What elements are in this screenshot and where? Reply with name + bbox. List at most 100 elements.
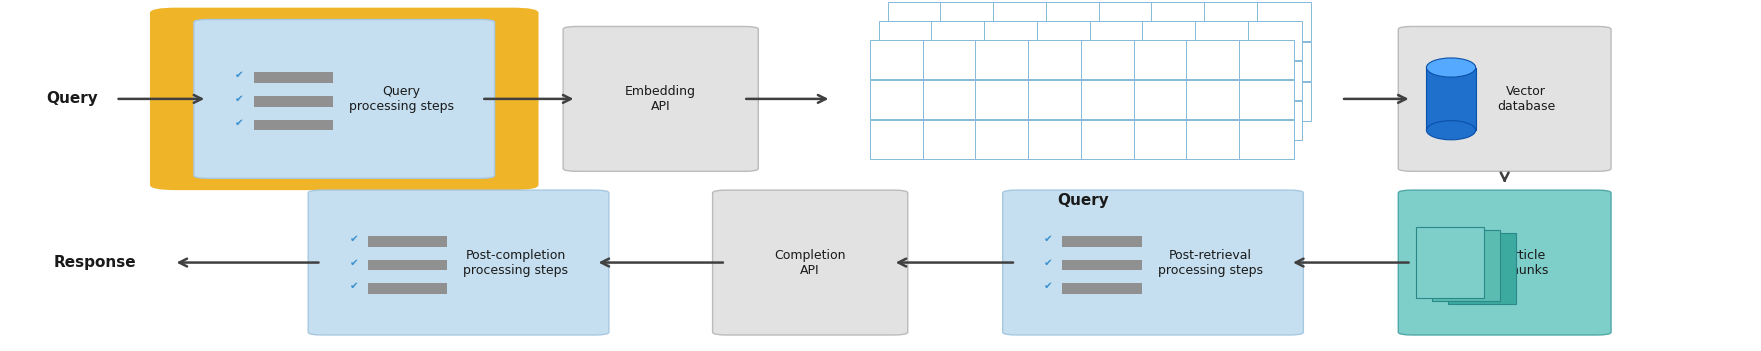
FancyBboxPatch shape bbox=[879, 61, 933, 100]
Text: ✔: ✔ bbox=[349, 281, 357, 291]
Text: 0.2: 0.2 bbox=[1101, 55, 1115, 64]
FancyBboxPatch shape bbox=[1240, 40, 1294, 79]
FancyBboxPatch shape bbox=[713, 190, 907, 335]
FancyBboxPatch shape bbox=[923, 80, 977, 119]
Text: 0.2: 0.2 bbox=[942, 95, 956, 104]
Text: ✔: ✔ bbox=[349, 234, 357, 244]
FancyBboxPatch shape bbox=[308, 190, 609, 335]
FancyBboxPatch shape bbox=[1081, 120, 1136, 159]
Text: ✔: ✔ bbox=[1044, 234, 1053, 244]
Text: Post-retrieval
processing steps: Post-retrieval processing steps bbox=[1157, 249, 1263, 277]
FancyBboxPatch shape bbox=[1028, 40, 1083, 79]
FancyBboxPatch shape bbox=[1416, 227, 1485, 298]
FancyBboxPatch shape bbox=[1062, 260, 1141, 270]
FancyBboxPatch shape bbox=[1152, 42, 1206, 81]
Text: ✔: ✔ bbox=[236, 70, 245, 80]
FancyBboxPatch shape bbox=[940, 2, 995, 41]
FancyBboxPatch shape bbox=[1046, 42, 1101, 81]
FancyBboxPatch shape bbox=[254, 120, 333, 130]
Text: 0.2: 0.2 bbox=[1259, 95, 1273, 104]
FancyBboxPatch shape bbox=[1134, 80, 1189, 119]
FancyBboxPatch shape bbox=[1426, 67, 1476, 130]
FancyBboxPatch shape bbox=[1062, 284, 1141, 294]
Text: 0.4: 0.4 bbox=[942, 135, 956, 144]
FancyBboxPatch shape bbox=[1196, 101, 1250, 140]
FancyBboxPatch shape bbox=[1240, 80, 1294, 119]
FancyBboxPatch shape bbox=[1205, 42, 1259, 81]
Text: 0.1: 0.1 bbox=[1259, 55, 1273, 64]
FancyBboxPatch shape bbox=[1257, 82, 1312, 121]
FancyBboxPatch shape bbox=[976, 80, 1030, 119]
FancyBboxPatch shape bbox=[1196, 21, 1250, 60]
FancyBboxPatch shape bbox=[1398, 26, 1611, 171]
FancyBboxPatch shape bbox=[984, 101, 1039, 140]
Text: 0.6: 0.6 bbox=[1048, 55, 1062, 64]
FancyBboxPatch shape bbox=[1134, 120, 1189, 159]
FancyBboxPatch shape bbox=[932, 21, 986, 60]
Text: Vector
database: Vector database bbox=[1497, 85, 1555, 113]
FancyBboxPatch shape bbox=[976, 120, 1030, 159]
Text: Embedding
API: Embedding API bbox=[625, 85, 696, 113]
Text: ✔: ✔ bbox=[1044, 258, 1053, 267]
Text: 0.9: 0.9 bbox=[1101, 95, 1115, 104]
Text: 0.5: 0.5 bbox=[995, 55, 1009, 64]
FancyBboxPatch shape bbox=[1081, 40, 1136, 79]
FancyBboxPatch shape bbox=[1249, 101, 1303, 140]
FancyBboxPatch shape bbox=[194, 20, 495, 178]
FancyBboxPatch shape bbox=[1002, 190, 1303, 335]
Text: 0.2: 0.2 bbox=[889, 135, 905, 144]
FancyBboxPatch shape bbox=[888, 82, 942, 121]
FancyBboxPatch shape bbox=[1240, 120, 1294, 159]
Text: Post-completion
processing steps: Post-completion processing steps bbox=[463, 249, 569, 277]
Text: ✔: ✔ bbox=[236, 94, 245, 104]
Text: Query: Query bbox=[46, 91, 97, 106]
FancyBboxPatch shape bbox=[1028, 80, 1083, 119]
FancyBboxPatch shape bbox=[1257, 2, 1312, 41]
Text: Query: Query bbox=[1057, 193, 1109, 208]
FancyBboxPatch shape bbox=[1062, 236, 1141, 246]
FancyBboxPatch shape bbox=[879, 101, 933, 140]
FancyBboxPatch shape bbox=[368, 284, 447, 294]
FancyBboxPatch shape bbox=[888, 2, 942, 41]
FancyBboxPatch shape bbox=[1037, 101, 1092, 140]
FancyBboxPatch shape bbox=[1432, 230, 1500, 301]
Text: 0.9: 0.9 bbox=[1206, 135, 1220, 144]
FancyBboxPatch shape bbox=[879, 21, 933, 60]
Text: ✔: ✔ bbox=[1044, 281, 1053, 291]
Ellipse shape bbox=[1426, 121, 1476, 140]
Text: 0.8: 0.8 bbox=[1153, 135, 1168, 144]
FancyBboxPatch shape bbox=[984, 61, 1039, 100]
FancyBboxPatch shape bbox=[993, 2, 1048, 41]
FancyBboxPatch shape bbox=[1187, 40, 1242, 79]
FancyBboxPatch shape bbox=[1257, 42, 1312, 81]
FancyBboxPatch shape bbox=[1398, 190, 1611, 335]
FancyBboxPatch shape bbox=[1099, 2, 1153, 41]
Text: 0.5: 0.5 bbox=[995, 135, 1009, 144]
Text: 0.2: 0.2 bbox=[1048, 95, 1062, 104]
Text: 0.7: 0.7 bbox=[1048, 135, 1062, 144]
FancyBboxPatch shape bbox=[993, 42, 1048, 81]
FancyBboxPatch shape bbox=[1090, 21, 1145, 60]
Text: 0.2: 0.2 bbox=[1101, 135, 1115, 144]
Text: 0.8: 0.8 bbox=[942, 55, 958, 64]
FancyBboxPatch shape bbox=[1090, 101, 1145, 140]
Text: 0.4: 0.4 bbox=[889, 95, 905, 104]
FancyBboxPatch shape bbox=[254, 72, 333, 83]
Text: ✔: ✔ bbox=[236, 118, 245, 127]
Text: 0.1: 0.1 bbox=[1153, 95, 1168, 104]
FancyBboxPatch shape bbox=[1187, 120, 1242, 159]
Text: Completion
API: Completion API bbox=[775, 249, 845, 277]
Text: ✔: ✔ bbox=[349, 258, 357, 267]
FancyBboxPatch shape bbox=[932, 61, 986, 100]
FancyBboxPatch shape bbox=[1448, 233, 1516, 304]
FancyBboxPatch shape bbox=[368, 236, 447, 246]
FancyBboxPatch shape bbox=[1249, 21, 1303, 60]
FancyBboxPatch shape bbox=[923, 40, 977, 79]
FancyBboxPatch shape bbox=[564, 26, 759, 171]
FancyBboxPatch shape bbox=[1099, 42, 1153, 81]
FancyBboxPatch shape bbox=[1134, 40, 1189, 79]
FancyBboxPatch shape bbox=[1152, 2, 1206, 41]
FancyBboxPatch shape bbox=[150, 8, 539, 190]
FancyBboxPatch shape bbox=[1143, 101, 1197, 140]
FancyBboxPatch shape bbox=[932, 101, 986, 140]
